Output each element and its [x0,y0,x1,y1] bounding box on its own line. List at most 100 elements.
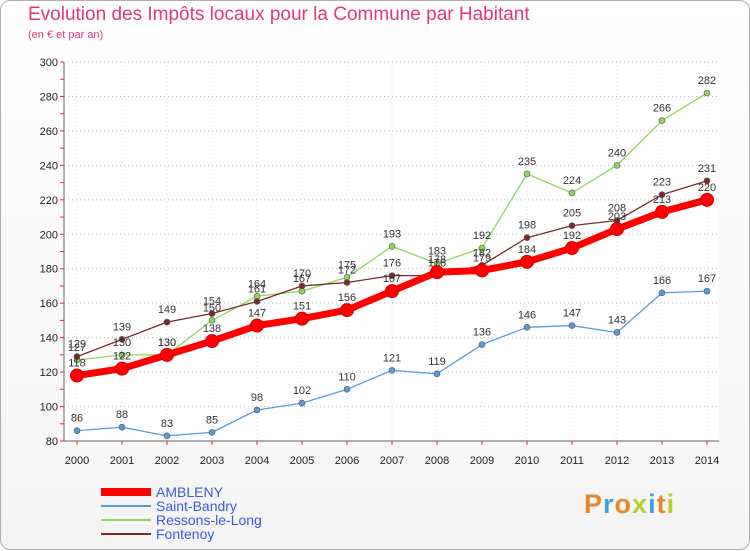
x-tick-label: 2012 [605,455,629,467]
data-label-Ressons-le-Long: 130 [158,337,176,349]
data-point-Fontenoy [568,222,576,229]
data-point-Fontenoy [208,310,216,317]
legend-item: Fontenoy [101,526,361,542]
data-label-Fontenoy: 198 [518,220,536,232]
data-label-AMBLENY: 122 [113,351,131,363]
data-label-Fontenoy: 170 [293,268,311,280]
data-point-Fontenoy [118,336,126,343]
x-tick-label: 2014 [695,455,719,467]
data-point-AMBLENY [430,265,444,280]
y-tick-label: 280 [40,91,58,103]
data-point-Saint-Bandry [298,399,306,407]
x-tick-label: 2005 [290,455,314,467]
data-point-Saint-Bandry [388,367,396,374]
data-point-Saint-Bandry [658,289,666,297]
logo-letter: x [632,489,649,519]
data-point-Fontenoy [658,191,666,198]
data-point-Saint-Bandry [118,423,126,431]
data-label-Fontenoy: 154 [203,296,221,308]
data-point-Fontenoy [343,279,351,286]
data-point-Ressons-le-Long [388,243,396,250]
data-label-Ressons-le-Long: 240 [608,147,626,159]
legend-swatch [101,519,151,521]
data-label-AMBLENY: 184 [518,244,536,256]
data-label-Ressons-le-Long: 193 [383,228,401,240]
data-label-Fontenoy: 182 [473,247,491,259]
data-label-AMBLENY: 220 [698,182,716,194]
y-tick-label: 300 [40,57,58,69]
data-label-Saint-Bandry: 98 [251,392,263,404]
data-label-AMBLENY: 178 [428,254,446,266]
data-label-Saint-Bandry: 121 [383,352,401,364]
x-tick-label: 2003 [200,455,224,467]
data-label-AMBLENY: 167 [383,273,401,285]
plot-area [64,62,719,441]
data-point-Saint-Bandry [568,322,576,329]
data-point-AMBLENY [250,318,264,333]
logo-letter: P [584,489,604,519]
data-label-Fontenoy: 176 [428,258,446,270]
data-label-Ressons-le-Long: 127 [68,342,86,354]
data-label-Saint-Bandry: 147 [563,308,581,320]
legend-label: AMBLENY [156,484,223,500]
legend-swatch [101,533,151,535]
data-label-Saint-Bandry: 167 [698,273,716,285]
x-tick-label: 2009 [470,455,494,467]
data-point-AMBLENY [160,347,174,362]
logo-letter: t [656,489,667,519]
y-tick-label: 180 [40,264,58,276]
data-label-Ressons-le-Long: 164 [248,278,266,290]
data-label-AMBLENY: 213 [653,194,671,206]
data-label-Fontenoy: 208 [608,202,626,214]
logo-letter: o [614,489,633,519]
x-tick-label: 2006 [335,455,359,467]
data-point-Saint-Bandry [523,323,531,331]
data-point-AMBLENY [295,311,309,326]
data-label-AMBLENY: 192 [563,230,581,242]
legend-item: AMBLENY [101,484,361,500]
data-point-Ressons-le-Long [478,244,486,252]
legend-swatch [101,505,151,507]
data-point-AMBLENY [115,361,129,376]
data-label-Fontenoy: 172 [338,265,356,277]
y-tick-label: 120 [40,367,58,379]
data-point-AMBLENY [565,241,579,256]
legend-label: Ressons-le-Long [156,512,262,528]
data-point-Saint-Bandry [163,432,171,440]
data-label-AMBLENY: 130 [158,337,176,349]
data-label-Saint-Bandry: 119 [428,356,446,368]
y-tick-label: 240 [40,160,58,172]
data-label-Saint-Bandry: 166 [653,275,671,287]
data-point-Fontenoy [388,272,396,279]
data-label-Saint-Bandry: 88 [116,409,128,421]
data-point-AMBLENY [655,204,669,219]
data-label-Fontenoy: 149 [158,304,176,316]
data-label-Ressons-le-Long: 192 [473,230,491,242]
data-point-AMBLENY [70,368,84,383]
data-label-Saint-Bandry: 85 [206,414,218,426]
data-label-Ressons-le-Long: 167 [293,273,311,285]
data-label-Fontenoy: 223 [653,177,671,189]
data-label-Ressons-le-Long: 282 [698,75,716,87]
data-label-Ressons-le-Long: 175 [338,259,356,271]
data-point-Ressons-le-Long [658,117,666,124]
legend-item: Ressons-le-Long [101,512,361,528]
x-tick-label: 2011 [560,455,584,467]
data-label-Fontenoy: 129 [68,339,86,351]
data-label-Saint-Bandry: 86 [71,413,83,425]
data-point-Fontenoy [298,282,306,290]
data-point-Saint-Bandry [343,386,351,393]
data-point-Ressons-le-Long [568,189,576,197]
data-point-AMBLENY [610,222,624,237]
chart-title: Evolution des Impôts locaux pour la Comm… [28,4,530,25]
logo-letter: i [666,489,676,519]
legend-swatch [101,488,151,496]
logo-letter: r [603,489,615,519]
y-tick-label: 260 [40,126,58,138]
data-point-AMBLENY [520,254,534,269]
data-point-AMBLENY [385,284,399,299]
data-point-Saint-Bandry [703,287,711,295]
x-tick-label: 2008 [425,455,449,467]
data-label-Fontenoy: 139 [113,321,131,333]
data-point-Ressons-le-Long [613,162,621,169]
